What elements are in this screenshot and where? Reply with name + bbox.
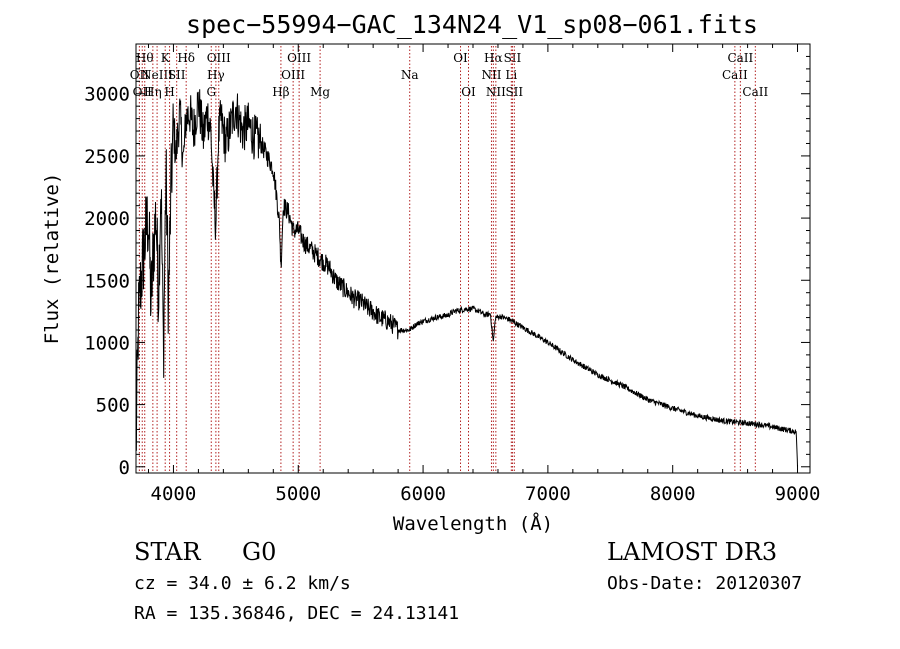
y-tick-label: 1500 — [84, 270, 130, 292]
spectral-line-label: Mg — [310, 85, 330, 99]
plot-frame — [135, 43, 811, 474]
survey-name: LAMOST DR3 — [607, 538, 778, 566]
spectral-line-label: Hγ — [207, 68, 225, 82]
y-tick-label: 500 — [96, 395, 130, 417]
spectral-lines-layer: OIIOIIHθHηNeIIIKHSIIHδGHγOIIIHβOIIIOIIIM… — [130, 46, 768, 473]
x-axis-label: Wavelength (Å) — [393, 512, 553, 535]
spectral-line-label: CaII — [742, 85, 768, 99]
y-tick-label: 0 — [119, 457, 130, 479]
object-subclass: G0 — [242, 538, 277, 566]
x-tick-label: 5000 — [275, 483, 321, 505]
spectral-line-label: Hδ — [177, 51, 195, 65]
x-tick-label: 7000 — [525, 483, 571, 505]
spectral-line-label: SII — [505, 85, 523, 99]
object-class: STAR — [134, 538, 201, 566]
obs-date: Obs-Date: 20120307 — [607, 573, 803, 594]
x-tick-label: 4000 — [151, 483, 197, 505]
spectral-line-label: CaII — [727, 51, 753, 65]
x-tick-label: 8000 — [650, 483, 696, 505]
spectral-line-label: K — [161, 51, 171, 65]
spectral-line-label: NII — [486, 85, 506, 99]
x-tick-label: 6000 — [400, 483, 446, 505]
spectral-line-label: Hα — [484, 51, 503, 65]
spectral-line-label: H — [164, 85, 174, 99]
chart-title: spec−55994−GAC_134N24_V1_sp08−061.fits — [186, 10, 758, 39]
y-axis-label: Flux (relative) — [41, 173, 63, 345]
spectral-line-label: CaII — [722, 68, 748, 82]
spectral-line-label: SII — [168, 68, 186, 82]
spectral-line-label: OI — [461, 85, 476, 99]
y-tick-label: 2500 — [84, 146, 130, 168]
x-tick-label: 9000 — [775, 483, 821, 505]
coordinates-readout: RA = 135.36846, DEC = 24.13141 — [134, 603, 460, 624]
spectral-line-label: G — [206, 85, 216, 99]
redshift-readout: cz = 34.0 ± 6.2 km/s — [134, 573, 351, 594]
spectral-line-label: Li — [505, 68, 517, 82]
spectral-line-label: OIII — [207, 51, 231, 65]
spectral-line-label: OIII — [287, 51, 311, 65]
y-tick-label: 2000 — [84, 208, 130, 230]
flux-series-line — [135, 89, 798, 467]
axis-ticks-layer: 4000 5000 6000 7000 8000 9000 0 500 1000 1500 2000… — [84, 44, 820, 505]
spectral-line-label: SII — [504, 51, 522, 65]
spectral-line-label: Hθ — [136, 51, 154, 65]
spectral-line-label: OIII — [281, 68, 305, 82]
spectral-line-label: Hβ — [272, 85, 289, 99]
spectral-line-label: NII — [481, 68, 501, 82]
spectral-line-label: OII — [133, 85, 153, 99]
spectral-line-label: Na — [401, 68, 419, 82]
y-tick-label: 1000 — [84, 332, 130, 354]
y-tick-label: 3000 — [84, 84, 130, 106]
spectral-line-label: Hη — [144, 85, 162, 99]
spectral-line-label: OI — [453, 51, 468, 65]
